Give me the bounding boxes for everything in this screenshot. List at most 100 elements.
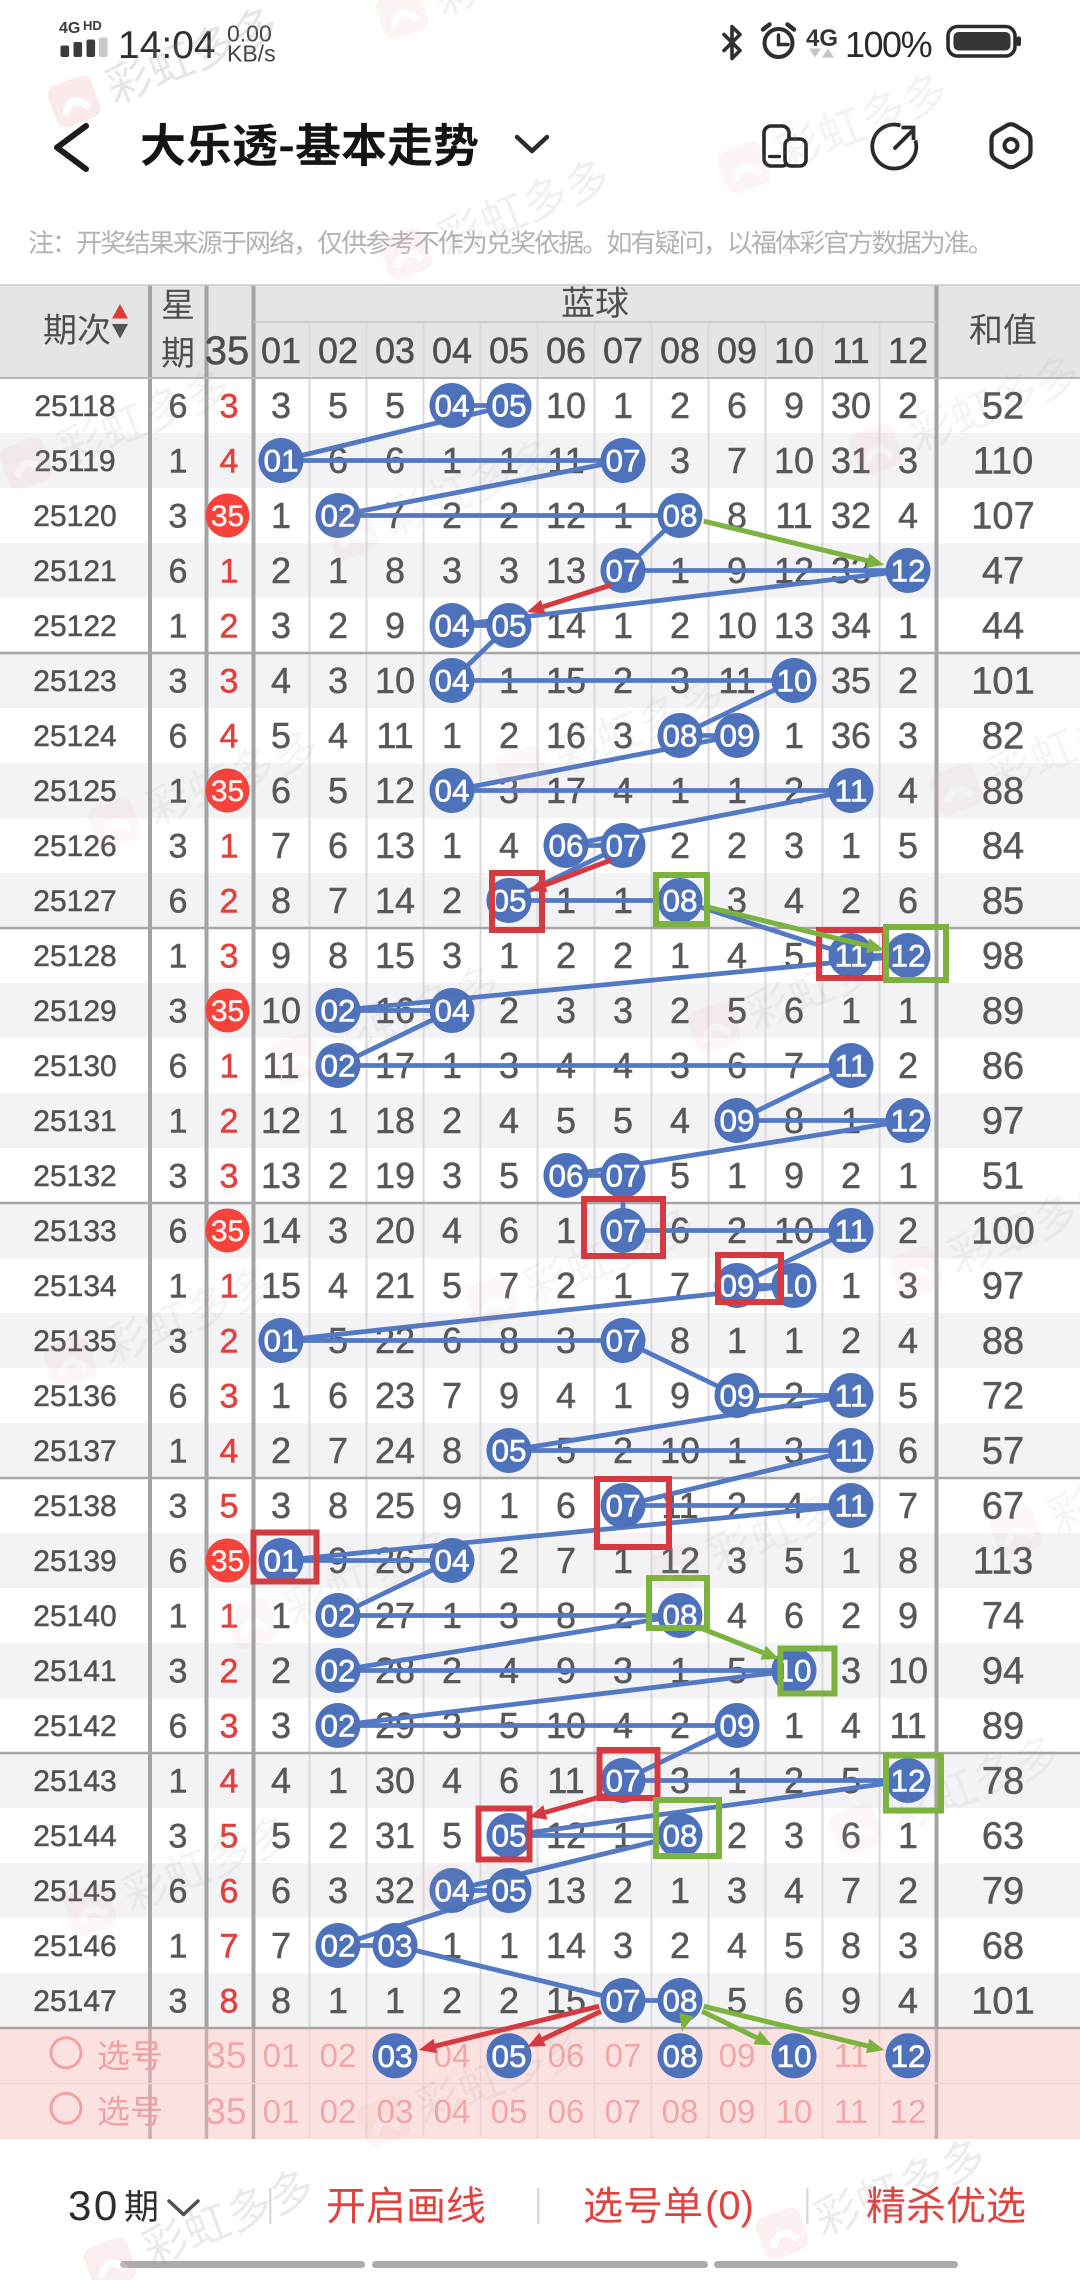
svg-text:3: 3 xyxy=(328,1870,348,1911)
svg-text:9: 9 xyxy=(898,1595,918,1636)
svg-text:18: 18 xyxy=(375,1100,415,1141)
svg-text:08: 08 xyxy=(662,883,697,919)
svg-text:1: 1 xyxy=(841,1265,861,1306)
svg-text:25139: 25139 xyxy=(33,1545,116,1578)
svg-text:4G: 4G xyxy=(59,20,80,37)
svg-text:3: 3 xyxy=(898,1265,918,1306)
svg-text:25120: 25120 xyxy=(33,500,116,533)
svg-text:7: 7 xyxy=(328,880,348,921)
svg-text:1: 1 xyxy=(898,1815,918,1856)
svg-text:05: 05 xyxy=(491,883,526,919)
svg-text:4: 4 xyxy=(784,880,804,921)
svg-text:25137: 25137 xyxy=(33,1435,116,1468)
svg-text:2: 2 xyxy=(271,550,291,591)
svg-text:16: 16 xyxy=(546,715,586,756)
svg-text:13: 13 xyxy=(774,605,814,646)
svg-text:4: 4 xyxy=(220,718,239,756)
svg-text:04: 04 xyxy=(434,993,469,1029)
svg-text:1: 1 xyxy=(328,1980,348,2021)
svg-text:09: 09 xyxy=(719,2037,756,2074)
svg-text:1: 1 xyxy=(784,715,804,756)
svg-text:1: 1 xyxy=(220,1268,239,1306)
svg-text:1: 1 xyxy=(784,1320,804,1361)
svg-text:5: 5 xyxy=(271,1815,291,1856)
svg-text:25121: 25121 xyxy=(33,555,116,588)
svg-text:2: 2 xyxy=(220,1653,239,1691)
svg-text:2: 2 xyxy=(271,1430,291,1471)
svg-text:2: 2 xyxy=(670,605,690,646)
svg-text:3: 3 xyxy=(169,1488,188,1526)
svg-text:15: 15 xyxy=(375,935,415,976)
svg-text:3: 3 xyxy=(220,1158,239,1196)
svg-text:01: 01 xyxy=(263,2037,300,2074)
svg-text:3: 3 xyxy=(442,935,462,976)
svg-text:1: 1 xyxy=(220,1598,239,1636)
svg-text:07: 07 xyxy=(603,330,643,371)
svg-text:6: 6 xyxy=(898,1430,918,1471)
svg-text:3: 3 xyxy=(670,440,690,481)
svg-text:25142: 25142 xyxy=(33,1710,116,1743)
svg-text:94: 94 xyxy=(982,1651,1024,1693)
svg-text:3: 3 xyxy=(220,1708,239,1746)
svg-text:3: 3 xyxy=(169,1653,188,1691)
svg-text:25124: 25124 xyxy=(33,720,116,753)
svg-text:01: 01 xyxy=(261,330,301,371)
svg-text:3: 3 xyxy=(169,993,188,1031)
svg-text:25140: 25140 xyxy=(33,1600,116,1633)
svg-text:4: 4 xyxy=(556,1375,576,1416)
svg-text:25144: 25144 xyxy=(33,1820,116,1853)
svg-text:HD: HD xyxy=(83,18,102,33)
svg-text:9: 9 xyxy=(385,605,405,646)
svg-text:04: 04 xyxy=(434,2093,471,2130)
svg-text:1: 1 xyxy=(556,1210,576,1251)
svg-text:13: 13 xyxy=(546,550,586,591)
svg-text:11: 11 xyxy=(376,715,413,756)
svg-text:2: 2 xyxy=(898,1870,918,1911)
svg-text:4: 4 xyxy=(841,1705,861,1746)
svg-text:4: 4 xyxy=(220,443,239,481)
svg-text:6: 6 xyxy=(271,770,291,811)
svg-text:1: 1 xyxy=(169,443,188,481)
svg-text:4: 4 xyxy=(328,715,348,756)
svg-text:02: 02 xyxy=(318,330,358,371)
svg-text:08: 08 xyxy=(662,2093,699,2130)
svg-text:25119: 25119 xyxy=(34,445,115,478)
svg-text:09: 09 xyxy=(719,2093,756,2130)
svg-text:05: 05 xyxy=(491,1818,526,1854)
svg-text:2: 2 xyxy=(613,1870,633,1911)
svg-text:7: 7 xyxy=(841,1870,861,1911)
svg-text:3: 3 xyxy=(271,1485,291,1526)
svg-text:11: 11 xyxy=(775,495,812,536)
svg-text:1: 1 xyxy=(727,1155,747,1196)
svg-text:03: 03 xyxy=(377,2093,414,2130)
svg-text:3: 3 xyxy=(613,1925,633,1966)
svg-text:9: 9 xyxy=(271,935,291,976)
svg-text:11: 11 xyxy=(832,330,869,371)
svg-text:12: 12 xyxy=(888,330,928,371)
svg-text:6: 6 xyxy=(169,1543,188,1581)
svg-text:6: 6 xyxy=(898,880,918,921)
svg-text:5: 5 xyxy=(271,715,291,756)
svg-text:3: 3 xyxy=(328,660,348,701)
svg-text:6: 6 xyxy=(784,1595,804,1636)
svg-text:11: 11 xyxy=(835,1048,868,1084)
svg-text:5: 5 xyxy=(784,1925,804,1966)
svg-text:5: 5 xyxy=(220,1488,239,1526)
svg-text:3: 3 xyxy=(841,1650,861,1691)
svg-text:97: 97 xyxy=(982,1101,1024,1143)
svg-text:35: 35 xyxy=(211,1215,244,1248)
svg-text:1: 1 xyxy=(271,1375,291,1416)
svg-text:4: 4 xyxy=(442,1760,462,1801)
svg-text:02: 02 xyxy=(320,993,355,1029)
svg-text:6: 6 xyxy=(169,883,188,921)
svg-text:3: 3 xyxy=(169,498,188,536)
svg-text:1: 1 xyxy=(271,495,291,536)
svg-text:25122: 25122 xyxy=(33,610,116,643)
svg-text:07: 07 xyxy=(605,1323,640,1359)
svg-text:25145: 25145 xyxy=(33,1875,116,1908)
svg-text:1: 1 xyxy=(670,1870,690,1911)
svg-text:21: 21 xyxy=(375,1265,415,1306)
svg-text:1: 1 xyxy=(613,1265,633,1306)
svg-text:2: 2 xyxy=(898,660,918,701)
svg-text:10: 10 xyxy=(546,385,586,426)
